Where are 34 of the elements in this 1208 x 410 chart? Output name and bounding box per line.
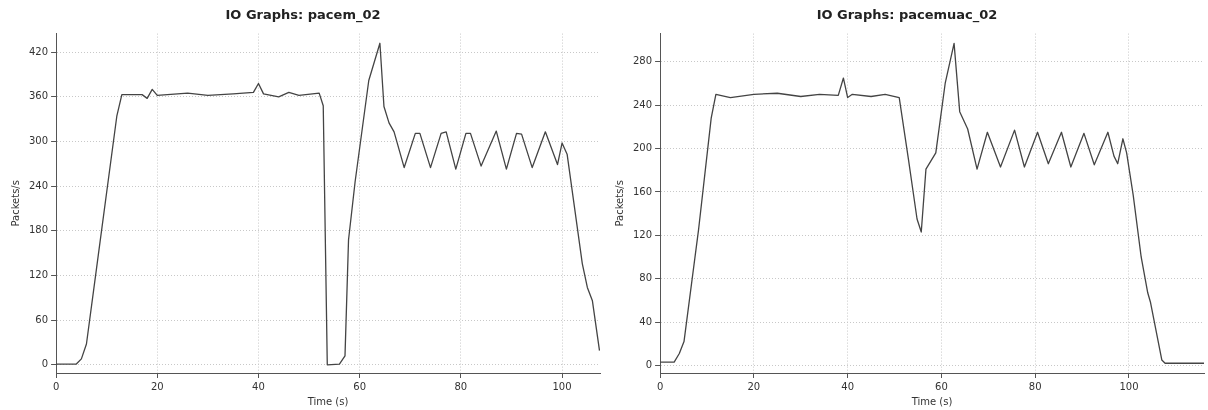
y-tick-label: 280: [632, 55, 653, 67]
x-tick-label: 40: [841, 380, 855, 392]
chart-title: IO Graphs: pacem_02: [225, 7, 381, 24]
y-tick-label: 200: [632, 142, 653, 154]
x-tick-label: 20: [150, 380, 164, 392]
y-tick-label: 80: [639, 272, 653, 284]
chart-title: IO Graphs: pacemuac_02: [816, 7, 998, 24]
x-tick-label: 0: [656, 380, 664, 392]
x-tick-label: 20: [747, 380, 761, 392]
y-tick-label: 0: [41, 358, 49, 370]
x-tick-label: 80: [1028, 380, 1042, 392]
x-axis-title: Time (s): [910, 395, 953, 407]
y-tick-label: 360: [28, 90, 49, 102]
y-tick-label: 420: [28, 45, 49, 57]
y-tick-label: 120: [28, 269, 49, 281]
y-tick-label: 120: [632, 228, 653, 240]
y-tick-label: 40: [639, 315, 653, 327]
x-tick-label: 80: [454, 380, 468, 392]
y-tick-label: 160: [632, 185, 653, 197]
y-tick-label: 60: [35, 313, 49, 325]
y-tick-label: 0: [645, 359, 653, 370]
y-axis-title: Packets/s: [613, 180, 625, 227]
y-tick-label: 300: [28, 135, 49, 147]
y-tick-label: 240: [632, 98, 653, 110]
y-tick-label: 180: [28, 224, 49, 236]
x-tick-label: 0: [52, 380, 60, 392]
y-axis-title: Packets/s: [9, 180, 21, 227]
x-tick-label: 100: [552, 380, 572, 392]
x-tick-label: 100: [1119, 380, 1139, 392]
x-tick-label: 40: [252, 380, 265, 392]
y-tick-label: 240: [28, 179, 49, 191]
x-tick-label: 60: [353, 380, 367, 392]
x-axis-title: Time (s): [306, 395, 349, 407]
x-tick-label: 60: [935, 380, 948, 392]
